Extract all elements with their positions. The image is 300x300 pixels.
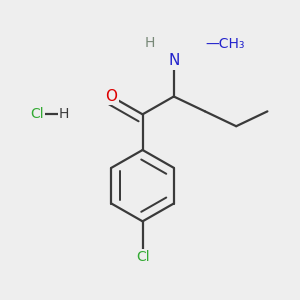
Text: H: H: [145, 36, 155, 50]
Text: Cl: Cl: [136, 250, 149, 264]
Text: O: O: [105, 89, 117, 104]
Text: Cl: Cl: [30, 107, 44, 121]
Text: —CH₃: —CH₃: [205, 38, 244, 52]
Text: H: H: [58, 107, 69, 121]
Text: N: N: [168, 53, 179, 68]
